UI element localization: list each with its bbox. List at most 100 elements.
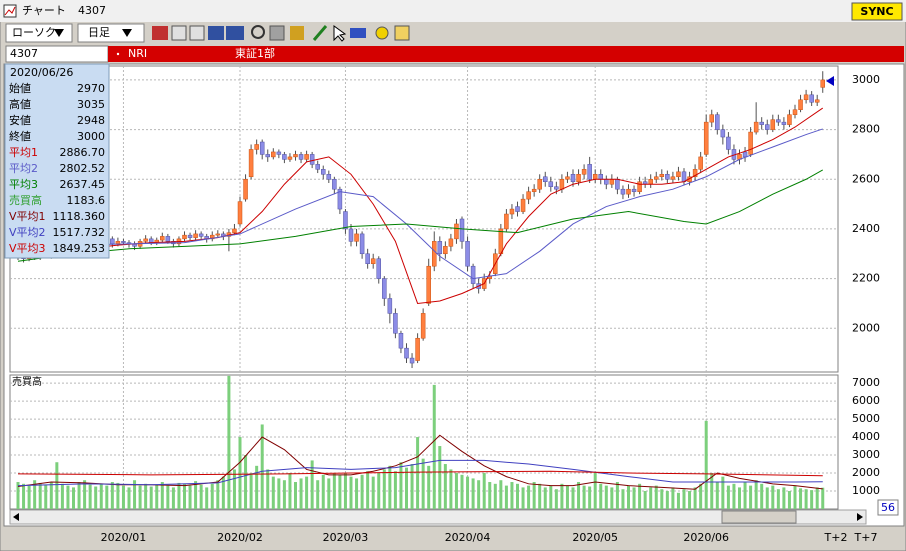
volume-bar xyxy=(676,492,680,509)
info-label: 売買高 xyxy=(9,193,42,207)
period-dropdown[interactable] xyxy=(77,23,145,43)
volume-bar xyxy=(554,489,558,509)
candle-body xyxy=(198,233,204,237)
info-label: 平均2 xyxy=(9,162,38,175)
info-value: 3035 xyxy=(77,98,105,111)
tool-icon[interactable] xyxy=(290,26,304,40)
header-bar xyxy=(108,46,904,62)
candle-body xyxy=(443,246,448,255)
style-dropdown[interactable] xyxy=(5,23,73,43)
info-value: 2970 xyxy=(77,82,105,95)
candle-body xyxy=(210,234,215,240)
candle-body xyxy=(626,188,631,195)
y-tick-label: 3000 xyxy=(852,73,880,86)
header-dot xyxy=(116,52,120,56)
app-icon-line xyxy=(4,6,16,16)
volume-bar xyxy=(327,478,331,509)
volume-bar xyxy=(804,489,808,509)
tool-icon[interactable] xyxy=(251,25,265,39)
window-code: 4307 xyxy=(78,4,106,17)
volume-bar xyxy=(144,483,148,509)
volume-bar xyxy=(227,375,231,509)
candle-body xyxy=(781,121,787,125)
toolbar-icons xyxy=(152,25,410,42)
volume-bar xyxy=(244,455,248,509)
volume-bar xyxy=(22,483,26,509)
info-value: 1849.253 xyxy=(53,242,106,255)
volume-bar xyxy=(460,474,464,509)
volume-bar xyxy=(210,483,214,509)
candle-body xyxy=(792,109,798,115)
volume-bar xyxy=(638,483,642,509)
scroll-right[interactable] xyxy=(857,513,863,521)
candle-body xyxy=(715,114,720,130)
title-bar xyxy=(0,0,906,22)
info-label: V平均3 xyxy=(9,242,46,255)
candle-body xyxy=(809,94,814,103)
candle-body xyxy=(742,151,748,158)
candle-body xyxy=(798,99,803,110)
volume-bar xyxy=(543,487,547,509)
volume-bar xyxy=(83,480,87,509)
y-tick-label: 2800 xyxy=(852,123,880,136)
sync-button[interactable] xyxy=(851,2,903,21)
tool-icon[interactable] xyxy=(350,28,366,38)
tool-icon[interactable] xyxy=(152,26,168,40)
candle-body xyxy=(709,114,714,123)
info-value: 2637.45 xyxy=(60,178,106,191)
volume-bar xyxy=(133,480,137,509)
volume-bar xyxy=(44,484,48,509)
volume-bar xyxy=(221,476,225,509)
y-tick-label: 2400 xyxy=(852,222,880,235)
volume-bar xyxy=(693,487,697,509)
candle-body xyxy=(576,174,581,182)
info-value: 1183.6 xyxy=(67,194,106,207)
tool-icon[interactable] xyxy=(208,26,224,40)
x-tick-label: 2020/03 xyxy=(323,531,369,544)
y-tick-label: 3000 xyxy=(852,448,880,461)
info-label: V平均1 xyxy=(9,210,46,223)
volume-bar xyxy=(33,480,37,509)
tool-icon[interactable] xyxy=(171,25,187,41)
volume-bar xyxy=(443,464,447,509)
candle-body xyxy=(654,176,659,180)
volume-bar xyxy=(49,482,53,509)
candle-body xyxy=(526,191,531,200)
volume-bar xyxy=(627,485,630,509)
moving-average-line xyxy=(17,169,823,262)
tool-icon[interactable] xyxy=(226,26,244,40)
info-label: 始値 xyxy=(9,81,31,95)
candle-body xyxy=(598,174,603,180)
scrollbar[interactable] xyxy=(9,509,867,525)
moving-average-line xyxy=(17,128,823,280)
volume-bar xyxy=(771,485,775,509)
volume-bar xyxy=(632,487,636,509)
scroll-thumb[interactable] xyxy=(721,510,797,524)
candle-body xyxy=(348,228,354,242)
candle-body xyxy=(110,238,115,245)
info-label: 高値 xyxy=(9,97,31,111)
window-title: チャート xyxy=(22,4,66,17)
tool-icon[interactable] xyxy=(333,25,347,42)
tool-icon[interactable] xyxy=(312,25,328,41)
candle-body xyxy=(776,119,781,123)
volume-bar xyxy=(577,482,581,509)
tool-icon[interactable] xyxy=(189,25,205,41)
candle-body xyxy=(504,213,509,230)
volume-bar xyxy=(277,478,281,509)
candle-body xyxy=(565,176,570,180)
tool-icon[interactable] xyxy=(375,26,389,40)
volume-bar xyxy=(216,480,220,509)
volume-bar xyxy=(710,473,714,509)
volume-bar xyxy=(454,473,458,509)
volume-bar xyxy=(521,487,525,509)
tool-icon[interactable] xyxy=(269,25,285,41)
tool-icon[interactable] xyxy=(394,25,410,41)
candle-body xyxy=(459,218,465,242)
volume-bar xyxy=(155,484,159,509)
scroll-left[interactable] xyxy=(13,513,19,521)
volume-bar xyxy=(621,489,625,509)
candle-body xyxy=(248,149,254,178)
volume-bar xyxy=(815,487,819,509)
candle-body xyxy=(193,233,198,238)
